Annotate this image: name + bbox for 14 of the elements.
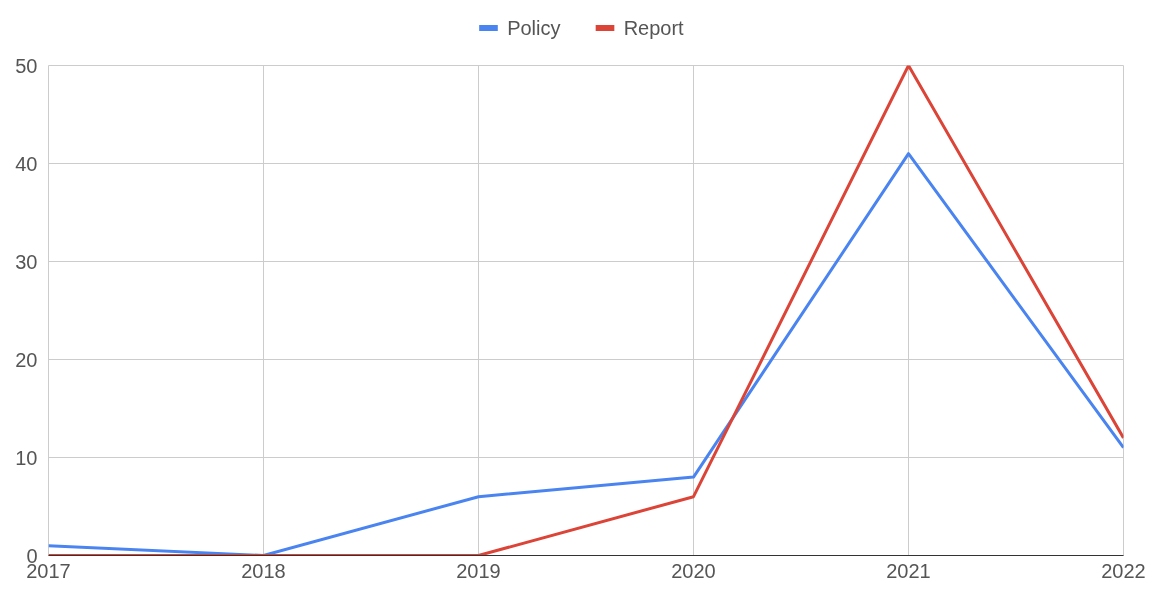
line-series bbox=[48, 152, 1124, 556]
x-tick-label: 2019 bbox=[456, 559, 501, 582]
y-tick-label: 10 bbox=[15, 446, 38, 469]
y-tick-label: 20 bbox=[15, 348, 38, 371]
x-tick-label: 2021 bbox=[886, 559, 931, 582]
legend-label: Report bbox=[623, 17, 685, 39]
x-tick-label: 2018 bbox=[241, 559, 286, 582]
x-tick-label: 2020 bbox=[671, 559, 716, 582]
x-tick-label: 2022 bbox=[1101, 559, 1146, 582]
y-tick-label: 40 bbox=[15, 152, 38, 175]
y-tick-label: 30 bbox=[15, 250, 38, 273]
y-tick-label: 50 bbox=[15, 54, 38, 77]
legend-label: Policy bbox=[507, 17, 561, 39]
line-series bbox=[48, 65, 1124, 556]
